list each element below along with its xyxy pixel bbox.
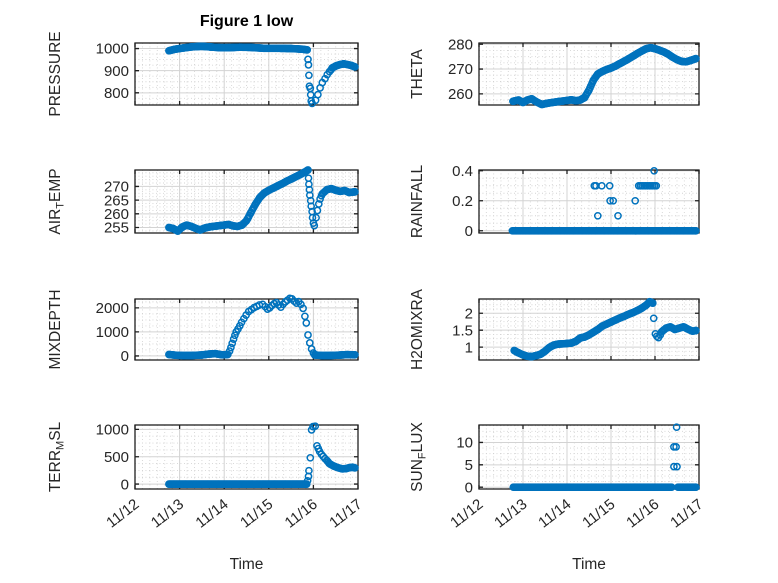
y-tick-label: 1 bbox=[465, 339, 473, 356]
x-tick-label: 11/16 bbox=[282, 496, 321, 532]
y-tick-label: 265 bbox=[104, 192, 129, 209]
x-tick-label: 11/15 bbox=[237, 496, 276, 532]
y-tick-label: 270 bbox=[104, 179, 129, 196]
y-tick-label: 2 bbox=[465, 305, 473, 322]
y-tick-label: 0 bbox=[121, 476, 129, 493]
y-tick-label: 260 bbox=[104, 206, 129, 223]
x-tick-label: 11/13 bbox=[491, 496, 530, 532]
y-tick-label: 270 bbox=[448, 61, 473, 78]
axes-box bbox=[134, 169, 359, 234]
major-grid bbox=[135, 43, 358, 105]
x-axis-label-left: Time bbox=[229, 556, 264, 573]
x-tick-label: 11/17 bbox=[667, 496, 706, 532]
subplot-THETA: 260 270 280 THETA bbox=[409, 36, 700, 109]
data-markers bbox=[509, 423, 700, 492]
data-markers bbox=[509, 43, 700, 109]
subplot-MIXDEPTH: 0 1000 2000 MIXDEPTH bbox=[47, 289, 359, 370]
y-axis-label: THETA bbox=[409, 49, 426, 99]
y-axis-label: MIXDEPTH bbox=[47, 289, 64, 369]
x-tick-label: 11/13 bbox=[148, 496, 187, 532]
major-grid bbox=[135, 425, 358, 489]
x-tick-label: 11/12 bbox=[103, 496, 142, 532]
major-grid bbox=[479, 299, 699, 360]
y-axis-label: AIRTEMP bbox=[47, 168, 67, 234]
axes-box bbox=[134, 298, 359, 361]
y-axis-label: TERRMSL bbox=[47, 421, 67, 492]
data-markers bbox=[165, 294, 359, 360]
minor-grid bbox=[479, 170, 699, 233]
x-tick-label: 11/15 bbox=[579, 496, 618, 532]
y-tick-label: 500 bbox=[104, 449, 129, 466]
y-tick-label: 10 bbox=[456, 435, 473, 452]
y-tick-label: 800 bbox=[104, 85, 129, 102]
y-tick-label: 1000 bbox=[96, 41, 129, 58]
y-tick-label: 5 bbox=[465, 457, 473, 474]
y-tick-label: 260 bbox=[448, 86, 473, 103]
subplot-TERR_MSL: 0 500 1000 TERRMSL 11/12 11/13 11/14 11/15 11/16… bbox=[47, 421, 365, 531]
axes-box bbox=[478, 42, 700, 106]
data-markers bbox=[510, 297, 700, 361]
y-tick-label: 1.5 bbox=[452, 322, 473, 339]
subplot-RAINFALL: 0 0.2 0.4 RAINFALL bbox=[409, 163, 700, 240]
subplot-SUN_FLUX: 0 5 10 SUNFLUX 11/12 11/13 11/14 11/15 11/16 11/1… bbox=[409, 422, 706, 532]
y-axis-label: PRESSURE bbox=[47, 31, 64, 116]
axes-box bbox=[134, 42, 359, 106]
data-markers bbox=[165, 422, 359, 488]
y-tick-label: 900 bbox=[104, 63, 129, 80]
y-axis-label: H2OMIXRA bbox=[409, 288, 426, 370]
x-tick-label: 11/12 bbox=[447, 496, 486, 532]
x-tick-label: 11/14 bbox=[192, 496, 231, 532]
y-tick-label: 280 bbox=[448, 36, 473, 53]
y-tick-label: 255 bbox=[104, 220, 129, 237]
minor-grid bbox=[479, 425, 699, 489]
y-tick-label: 1000 bbox=[96, 324, 129, 341]
y-tick-label: 1000 bbox=[96, 422, 129, 439]
y-tick-label: 0 bbox=[465, 223, 473, 240]
figure-title: Figure 1 low bbox=[199, 13, 294, 30]
y-tick-label: 0 bbox=[465, 479, 473, 496]
data-markers bbox=[165, 42, 359, 108]
x-tick-label: 11/14 bbox=[535, 496, 574, 532]
y-tick-label: 2000 bbox=[96, 300, 129, 317]
major-grid bbox=[135, 299, 358, 360]
x-tick-label: 11/17 bbox=[326, 496, 365, 532]
y-axis-label: SUNFLUX bbox=[409, 422, 429, 492]
y-tick-label: 0.4 bbox=[452, 163, 473, 180]
subplot-PRESSURE: 800 900 1000 PRESSURE bbox=[47, 31, 359, 117]
data-markers bbox=[508, 166, 700, 235]
x-tick-label: 11/16 bbox=[623, 496, 662, 532]
y-tick-label: 0 bbox=[121, 348, 129, 365]
x-axis-label-right: Time bbox=[572, 556, 606, 573]
data-markers bbox=[165, 166, 359, 235]
subplot-H2OMIXRA: 11.52 H2OMIXRA bbox=[409, 288, 700, 370]
y-tick-label: 0.2 bbox=[452, 193, 473, 210]
y-axis-label: RAINFALL bbox=[409, 165, 426, 239]
minor-grid bbox=[479, 43, 699, 105]
